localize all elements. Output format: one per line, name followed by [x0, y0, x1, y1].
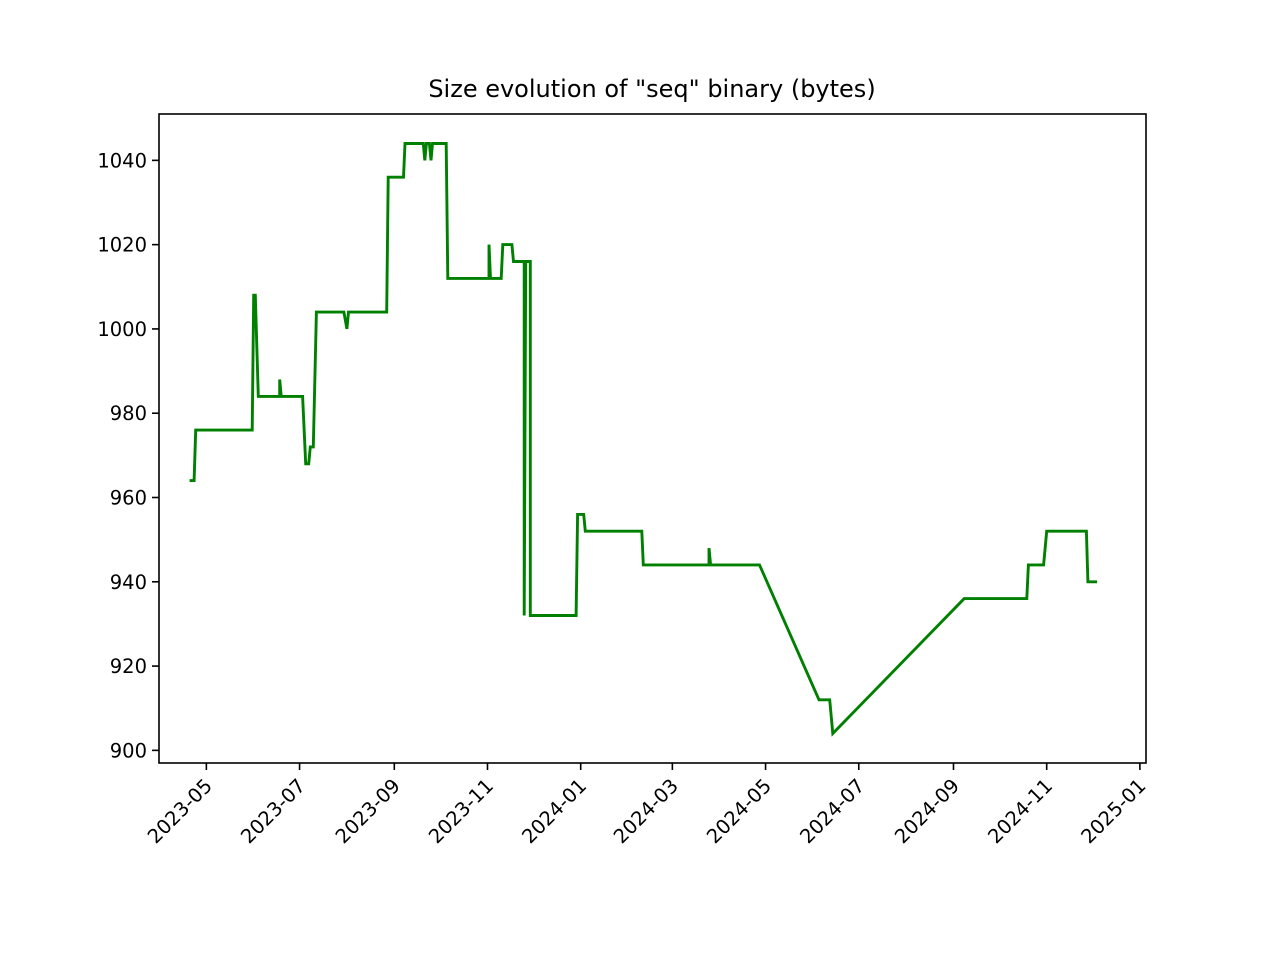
y-tick-label: 1040: [97, 149, 147, 172]
y-tick-label: 1000: [97, 318, 147, 341]
y-tick-label: 900: [110, 739, 147, 762]
chart-title: Size evolution of "seq" binary (bytes): [428, 75, 875, 103]
series-line: [189, 142, 1098, 737]
y-axis: 900 920 940 960 980 1000 1020 1040: [97, 149, 159, 762]
y-tick-label: 1020: [97, 234, 147, 257]
series-layer: [189, 142, 1098, 737]
y-tick-label: 960: [110, 487, 147, 510]
plot-area-frame: [158, 113, 1147, 764]
y-tick-label: 940: [110, 571, 147, 594]
y-tick-label: 920: [110, 655, 147, 678]
y-tick-label: 980: [110, 402, 147, 425]
